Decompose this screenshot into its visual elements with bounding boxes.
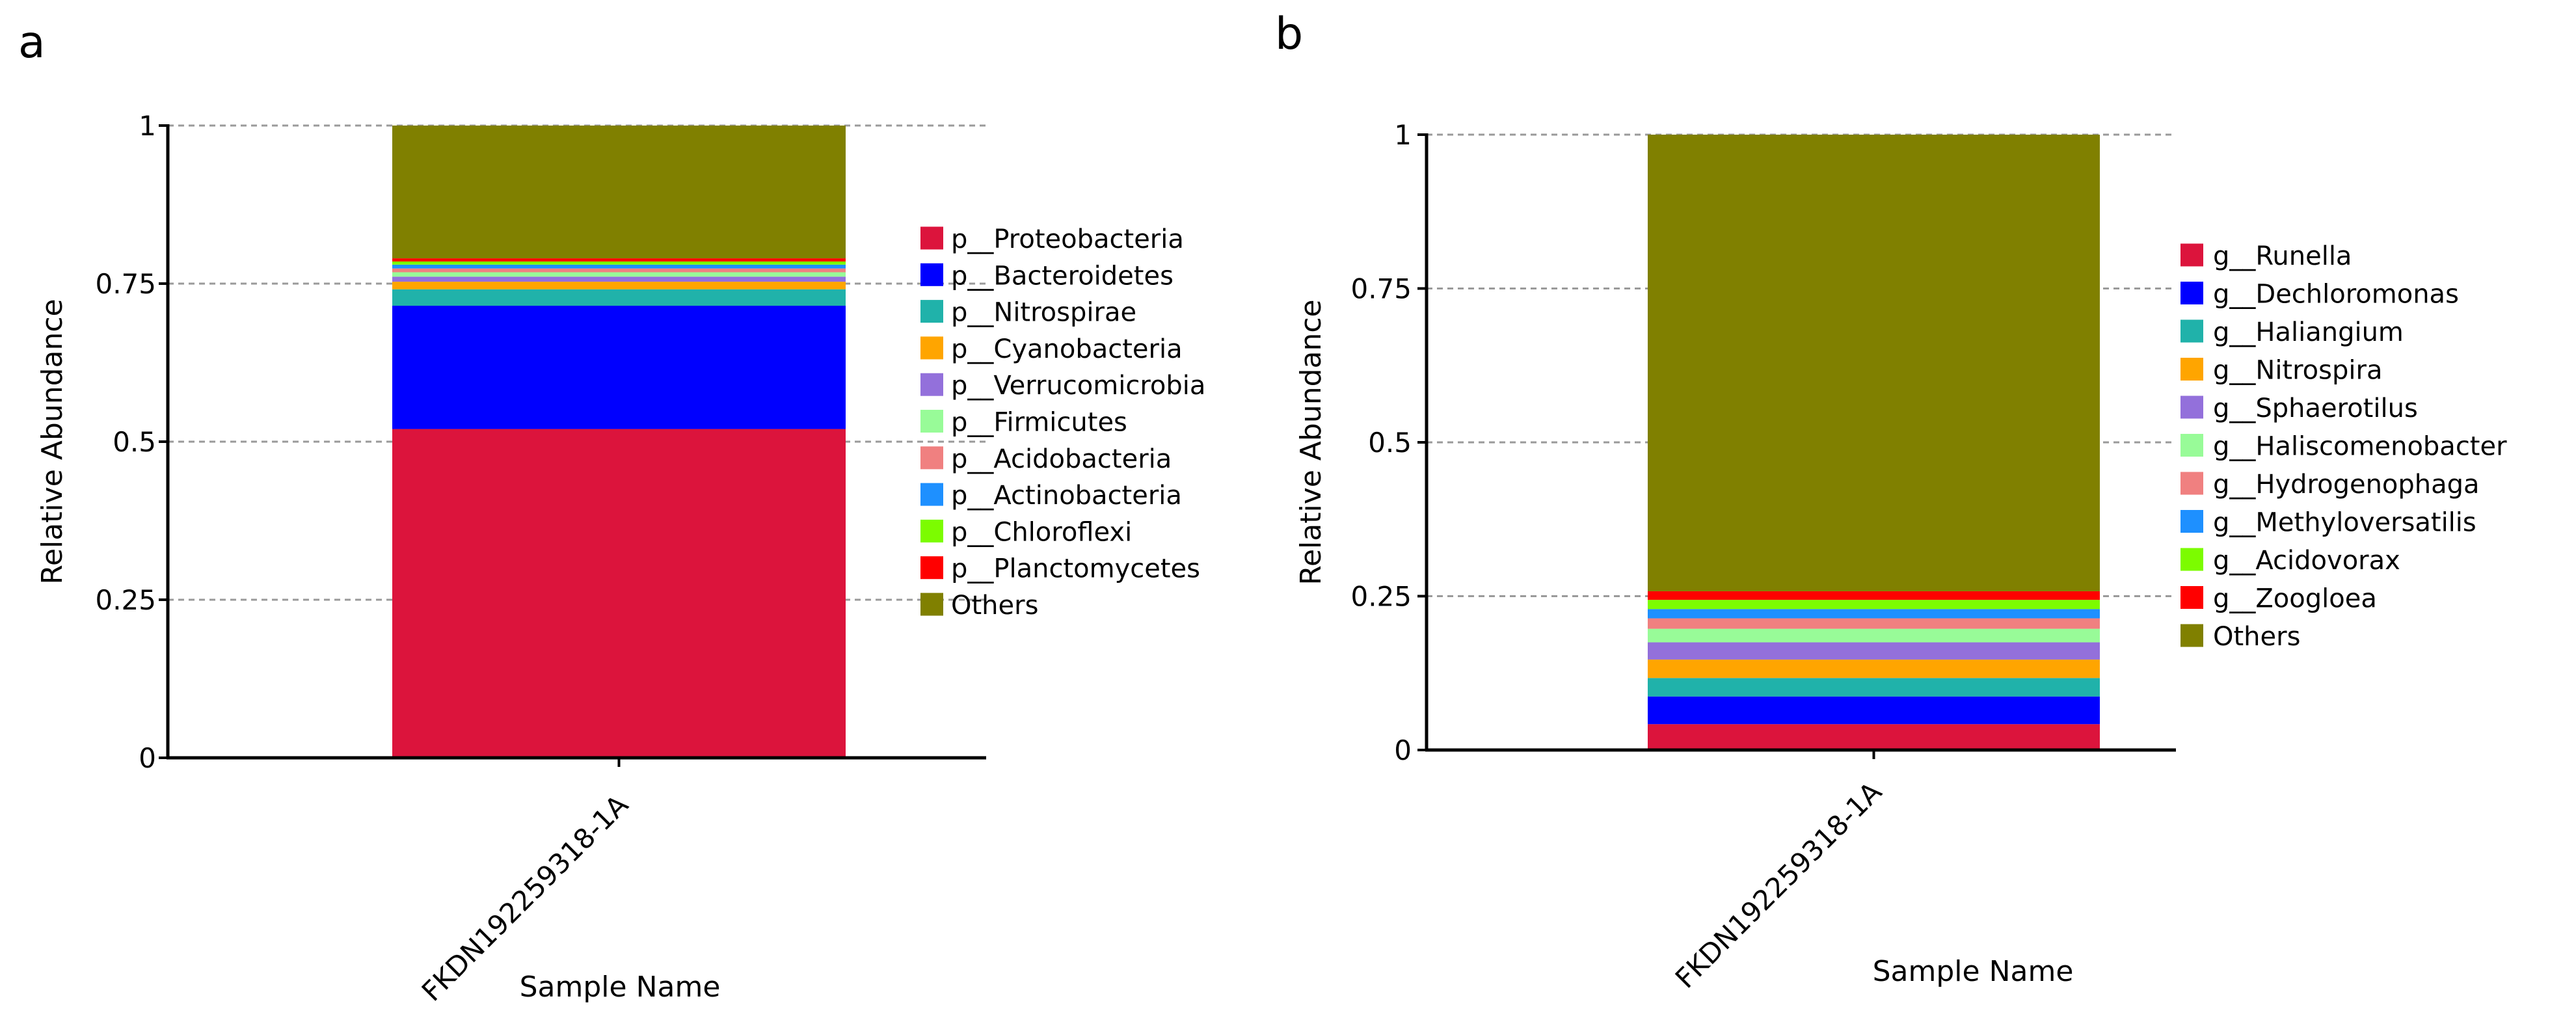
bar-segment	[1648, 591, 2100, 600]
legend-swatch	[920, 556, 943, 580]
bar-segment	[1648, 628, 2100, 643]
legend-label: g__Dechloromonas	[2213, 280, 2459, 310]
legend-swatch	[920, 336, 943, 360]
y-tick-label: 0.5	[1368, 427, 1412, 459]
legend-label: g__Methyloversatilis	[2213, 508, 2476, 538]
legend-swatch	[920, 446, 943, 470]
legend-swatch	[2180, 510, 2203, 533]
legend-swatch	[920, 300, 943, 323]
bar-segment	[392, 289, 846, 306]
legend-label: g__Runella	[2213, 241, 2352, 271]
legend-swatch	[2180, 586, 2203, 609]
legend-swatch	[2180, 472, 2203, 495]
y-tick-label: 1	[139, 110, 156, 142]
y-axis-title: Relative Abundance	[36, 299, 69, 584]
legend-swatch	[2180, 243, 2203, 267]
bar-segment	[1648, 135, 2100, 591]
legend-label: p__Nitrospirae	[951, 298, 1136, 328]
legend-swatch	[920, 263, 943, 286]
x-axis-title: Sample Name	[520, 971, 721, 1004]
bar-segment	[392, 429, 846, 758]
x-tick-label: FKDN192259318-1A	[1669, 775, 1888, 994]
y-tick-label: 0	[1394, 734, 1412, 766]
bar-segment	[1648, 696, 2100, 725]
legend-swatch	[2180, 395, 2203, 419]
legend-label: g__Nitrospira	[2213, 356, 2382, 386]
legend-label: g__Sphaerotilus	[2213, 394, 2418, 423]
panel-b: b 0 0.25 0.5 0.75 1 FKDN192259318-1A Relativ…	[1275, 8, 2507, 995]
legend-swatch	[2180, 434, 2203, 457]
bar-segment	[1648, 724, 2100, 750]
y-tick-label: 0.25	[95, 584, 156, 616]
bar-segment	[392, 282, 846, 289]
bar-segment	[392, 276, 846, 282]
bar-segment	[392, 126, 846, 259]
legend-swatch	[920, 483, 943, 506]
legend-label: p__Verrucomicrobia	[951, 371, 1205, 401]
legend-label: Others	[2213, 622, 2300, 652]
bar-segment	[1648, 659, 2100, 678]
legend-swatch	[920, 226, 943, 250]
bar-segment	[392, 268, 846, 273]
bar-segment	[392, 258, 846, 261]
legend-label: p__Chloroflexi	[951, 517, 1132, 547]
legend-label: g__Haliscomenobacter	[2213, 432, 2507, 462]
legend-label: p__Cyanobacteria	[951, 334, 1183, 364]
legend-swatch	[2180, 282, 2203, 304]
legend-label: g__Zoogloea	[2213, 584, 2377, 614]
bar-segment	[392, 264, 846, 269]
y-tick-labels: 0 0.25 0.5 0.75 1	[1350, 119, 1412, 766]
legend-label: p__Bacteroidetes	[951, 261, 1174, 291]
legend-swatch	[920, 373, 943, 396]
legend-swatch	[920, 519, 943, 542]
stacked-bar	[392, 126, 846, 758]
legend-label: p__Actinobacteria	[951, 481, 1182, 511]
y-tick-label: 0.75	[95, 268, 156, 300]
legend-label: g__Hydrogenophaga	[2213, 470, 2480, 500]
y-tick-label: 0.5	[113, 426, 156, 458]
x-axis-title: Sample Name	[1873, 955, 2074, 988]
axes	[1417, 133, 2176, 759]
bar-segment	[1648, 600, 2100, 609]
panel-label: a	[18, 17, 46, 68]
y-tick-label: 0.25	[1350, 581, 1412, 613]
y-tick-label: 1	[1394, 119, 1412, 151]
bar-segment	[392, 272, 846, 277]
legend-swatch	[920, 410, 943, 433]
bar-segment	[392, 306, 846, 429]
legend-label: p__Firmicutes	[951, 408, 1127, 438]
bar-segment	[1648, 609, 2100, 619]
y-tick-label: 0.75	[1350, 273, 1412, 305]
legend-swatch	[2180, 319, 2203, 343]
legend-label: p__Proteobacteria	[951, 224, 1184, 254]
legend-label: Others	[951, 591, 1038, 621]
y-tick-labels: 0 0.25 0.5 0.75 1	[95, 110, 156, 774]
legend-label: p__Planctomycetes	[951, 554, 1200, 584]
legend: p__Proteobacteria p__Bacteroidetes p__Nitr…	[920, 224, 1205, 621]
bar-segment	[392, 261, 846, 265]
y-tick-label: 0	[139, 742, 156, 774]
panel-label: b	[1275, 8, 1303, 60]
legend-swatch	[2180, 548, 2203, 571]
bar-segment	[1648, 618, 2100, 629]
axes	[159, 124, 986, 767]
legend-label: p__Acidobacteria	[951, 444, 1172, 474]
y-axis-title: Relative Abundance	[1295, 299, 1328, 585]
bar-segment	[1648, 642, 2100, 660]
legend-swatch	[920, 593, 943, 616]
legend: g__Runella g__Dechloromonas g__Haliangiumg…	[2180, 241, 2507, 652]
legend-label: g__Acidovorax	[2213, 546, 2400, 576]
legend-label: g__Haliangium	[2213, 317, 2404, 347]
legend-swatch	[2180, 624, 2203, 647]
panel-a: a 00.250.50.751 FKDN192259318-1A Relativ…	[18, 17, 1205, 1008]
stacked-bar	[1648, 135, 2100, 750]
legend-swatch	[2180, 358, 2203, 381]
bar-segment	[1648, 678, 2100, 697]
